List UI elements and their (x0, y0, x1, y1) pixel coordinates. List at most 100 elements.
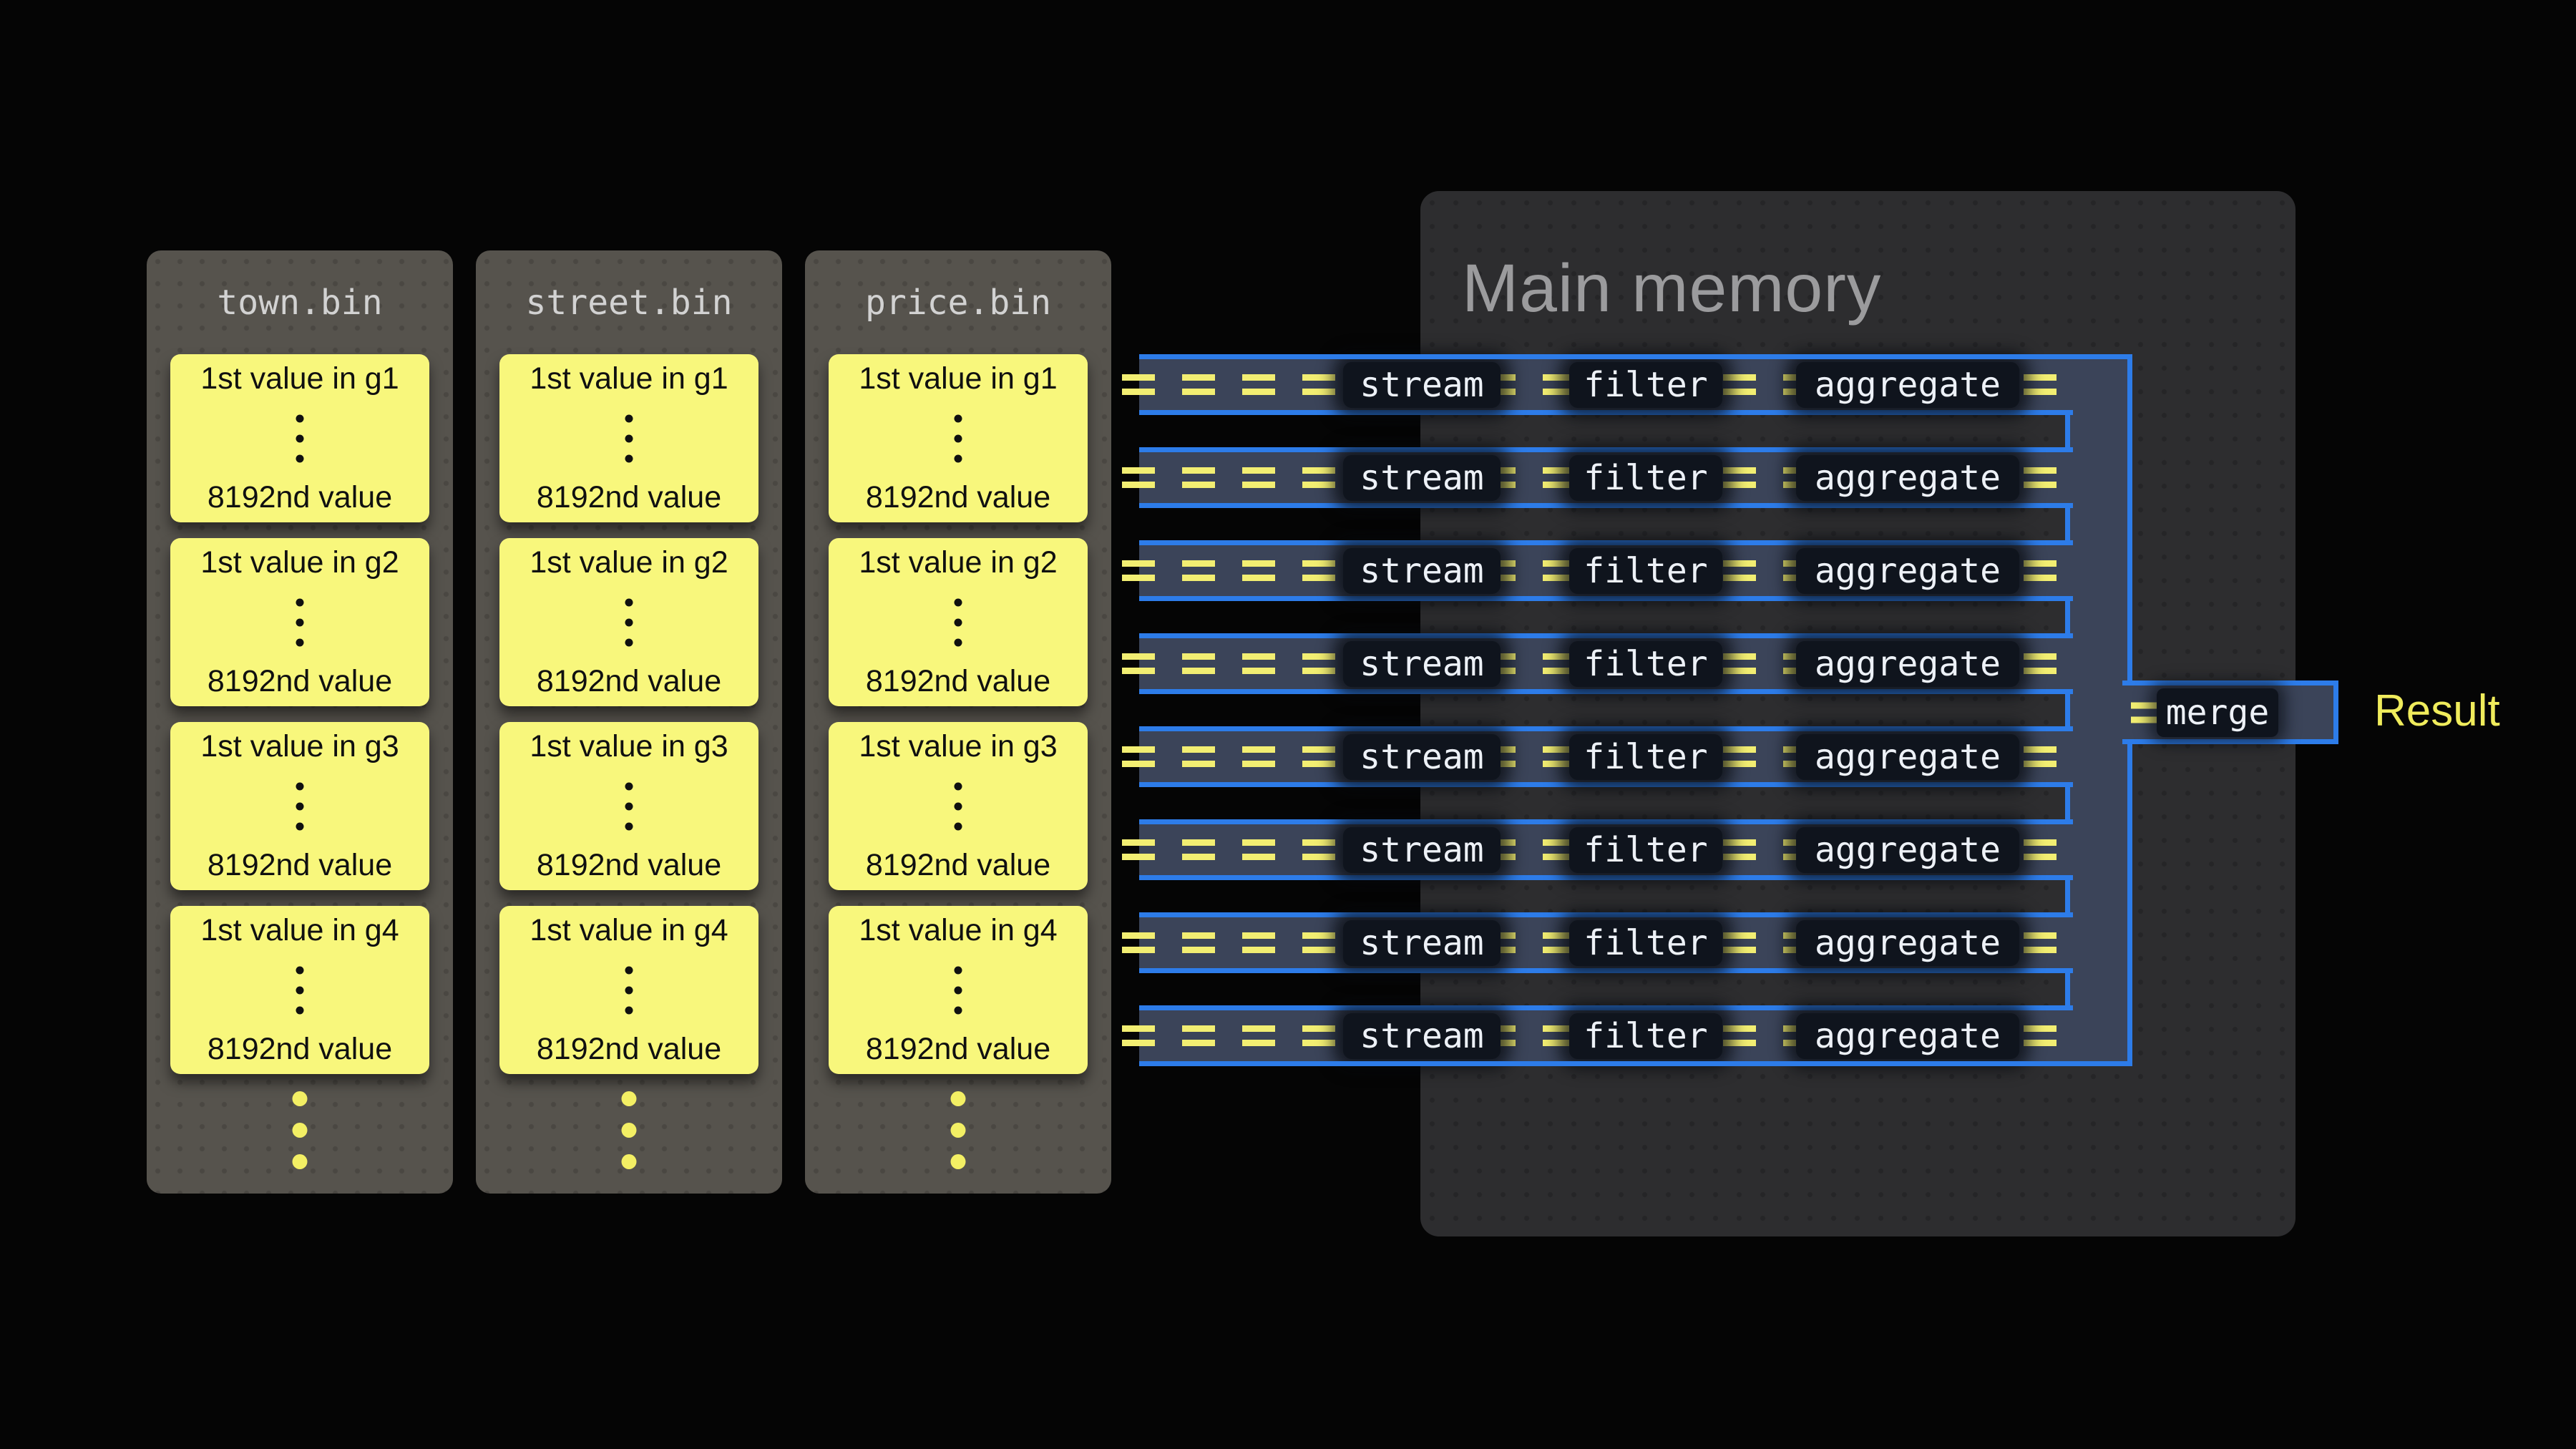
stage-box-filter: filter (1569, 361, 1722, 408)
pipeline-gap-right-border (2065, 782, 2070, 824)
equals-flow-icon (1543, 560, 1576, 581)
value-block-last-label: 8192nd value (207, 480, 393, 514)
stage-box-aggregate: aggregate (1796, 733, 2019, 780)
stage-box-aggregate: aggregate (1796, 919, 2019, 966)
result-label: Result (2374, 686, 2500, 736)
value-block: 1st value in g2 8192nd value (829, 538, 1088, 706)
pipeline-border-right-lower (2127, 744, 2132, 1066)
value-block: 1st value in g2 8192nd value (170, 538, 429, 706)
value-block-last-label: 8192nd value (865, 480, 1051, 514)
pipeline-gap-right-border (2065, 410, 2070, 452)
equals-flow-icon (1543, 839, 1576, 860)
pipeline-right-channel (2068, 354, 2127, 1066)
value-block-first-label: 1st value in g2 (200, 545, 399, 580)
equals-flow-icon (1543, 467, 1576, 488)
value-block: 1st value in g2 8192nd value (499, 538, 758, 706)
equals-flow-icon (1723, 839, 1756, 860)
equals-flow-icon (1242, 1025, 1275, 1046)
value-block-first-label: 1st value in g1 (530, 361, 728, 396)
ellipsis-dots-icon (625, 414, 633, 462)
equals-flow-icon (1122, 1025, 1155, 1046)
ellipsis-dots-icon (954, 966, 962, 1014)
equals-flow-icon (1182, 746, 1215, 767)
pipeline-row: stream filter aggregate (1122, 726, 2073, 787)
equals-flow-icon (1122, 746, 1155, 767)
value-block-first-label: 1st value in g2 (530, 545, 728, 580)
pipeline-border-top (1139, 354, 2132, 359)
pipeline-row: stream filter aggregate (1122, 633, 2073, 694)
equals-flow-icon (1182, 932, 1215, 953)
stage-box-filter: filter (1569, 454, 1722, 501)
equals-flow-icon (1182, 374, 1215, 395)
value-block: 1st value in g1 8192nd value (170, 354, 429, 522)
equals-flow-icon (1242, 932, 1275, 953)
ellipsis-dots-icon (625, 782, 633, 830)
ellipsis-dots-icon (954, 598, 962, 646)
merge-band: merge (2122, 680, 2338, 744)
pipeline-row: stream filter aggregate (1122, 912, 2073, 973)
stage-box-aggregate: aggregate (1796, 361, 2019, 408)
value-block-last-label: 8192nd value (865, 848, 1051, 882)
equals-flow-icon (2024, 653, 2057, 674)
equals-flow-icon (2024, 374, 2057, 395)
equals-flow-icon (2024, 746, 2057, 767)
ellipsis-dots-icon (954, 782, 962, 830)
stage-box-aggregate: aggregate (1796, 1013, 2019, 1059)
value-block-first-label: 1st value in g2 (859, 545, 1058, 580)
value-block: 1st value in g4 8192nd value (170, 906, 429, 1074)
value-block: 1st value in g1 8192nd value (829, 354, 1088, 522)
ellipsis-dots-icon (296, 782, 304, 830)
value-block-last-label: 8192nd value (536, 1032, 722, 1066)
value-block-first-label: 1st value in g3 (530, 729, 728, 763)
value-block-last-label: 8192nd value (536, 848, 722, 882)
value-block-first-label: 1st value in g4 (530, 913, 728, 947)
equals-flow-icon (1242, 653, 1275, 674)
equals-flow-icon (1182, 1025, 1215, 1046)
pipeline-border-bottom (1139, 1061, 2132, 1066)
equals-flow-icon (1302, 467, 1335, 488)
file-card-title: price.bin (864, 282, 1052, 323)
equals-flow-icon (1543, 653, 1576, 674)
value-block-last-label: 8192nd value (536, 664, 722, 698)
equals-flow-icon (1242, 467, 1275, 488)
file-card: town.bin 1st value in g1 8192nd value 1st v… (147, 250, 453, 1194)
pipeline-gap-right-border (2065, 689, 2070, 731)
pipeline-border-right-upper (2127, 354, 2132, 680)
stage-box-aggregate: aggregate (1796, 826, 2019, 873)
equals-flow-icon (1122, 932, 1155, 953)
equals-flow-icon (1723, 1025, 1756, 1046)
file-card: street.bin 1st value in g1 8192nd value 1st… (476, 250, 782, 1194)
equals-flow-icon (1543, 932, 1576, 953)
stage-box-stream: stream (1343, 640, 1501, 687)
pipeline-row: stream filter aggregate (1122, 819, 2073, 880)
value-block: 1st value in g4 8192nd value (499, 906, 758, 1074)
stage-box-filter: filter (1569, 919, 1722, 966)
equals-flow-icon (1302, 839, 1335, 860)
value-block-first-label: 1st value in g4 (859, 913, 1058, 947)
stage-box-stream: stream (1343, 1013, 1501, 1059)
stage-box-aggregate: aggregate (1796, 454, 2019, 501)
value-block-last-label: 8192nd value (865, 1032, 1051, 1066)
stage-box-filter: filter (1569, 733, 1722, 780)
value-block-last-label: 8192nd value (207, 848, 393, 882)
ellipsis-dots-icon (296, 598, 304, 646)
equals-flow-icon (2024, 1025, 2057, 1046)
pipeline-gap-right-border (2065, 503, 2070, 545)
equals-flow-icon (1122, 653, 1155, 674)
equals-flow-icon (1543, 1025, 1576, 1046)
equals-flow-icon (2024, 839, 2057, 860)
equals-flow-icon (1122, 560, 1155, 581)
equals-flow-icon (1723, 374, 1756, 395)
equals-flow-icon (1302, 374, 1335, 395)
equals-flow-icon (1242, 374, 1275, 395)
pipeline-gap-right-border (2065, 968, 2070, 1010)
value-block: 1st value in g3 8192nd value (499, 722, 758, 890)
stage-box-stream: stream (1343, 361, 1501, 408)
equals-flow-icon (1242, 839, 1275, 860)
pipeline-row: stream filter aggregate (1122, 1005, 2073, 1066)
pipeline-row: stream filter aggregate (1122, 447, 2073, 508)
stage-box-stream: stream (1343, 919, 1501, 966)
equals-flow-icon (2024, 932, 2057, 953)
equals-flow-icon (1543, 746, 1576, 767)
